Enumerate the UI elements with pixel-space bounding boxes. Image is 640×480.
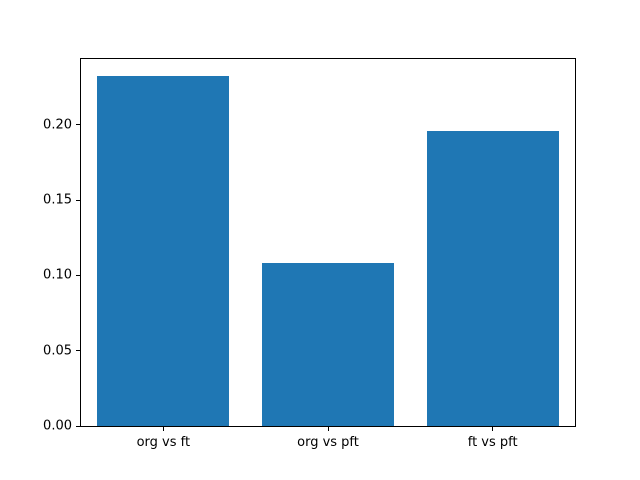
y-tick-label: 0.00 xyxy=(43,418,72,434)
x-tick-label: org vs pft xyxy=(297,435,359,450)
y-tick-label: 0.05 xyxy=(43,343,72,359)
y-tick-label: 0.10 xyxy=(43,267,72,283)
bar-org-vs-pft xyxy=(262,263,394,426)
y-tick-label: 0.15 xyxy=(43,192,72,208)
y-tick-mark xyxy=(76,425,80,427)
x-tick-mark xyxy=(492,427,494,431)
bar-ft-vs-pft xyxy=(426,130,559,426)
y-tick-mark xyxy=(76,199,80,201)
x-tick-label: org vs ft xyxy=(136,435,191,450)
plot-area: 0.00 0.05 0.10 0.15 0.20 org vs ft org vs pft… xyxy=(43,58,576,450)
x-tick-label: ft vs pft xyxy=(467,435,518,450)
y-tick-mark xyxy=(76,124,80,126)
y-tick-label: 0.20 xyxy=(43,117,72,133)
x-tick-mark xyxy=(162,427,164,431)
y-tick-mark xyxy=(76,350,80,352)
x-tick-mark xyxy=(327,427,329,431)
bar-org-vs-ft xyxy=(97,76,230,426)
y-tick-mark xyxy=(76,274,80,276)
